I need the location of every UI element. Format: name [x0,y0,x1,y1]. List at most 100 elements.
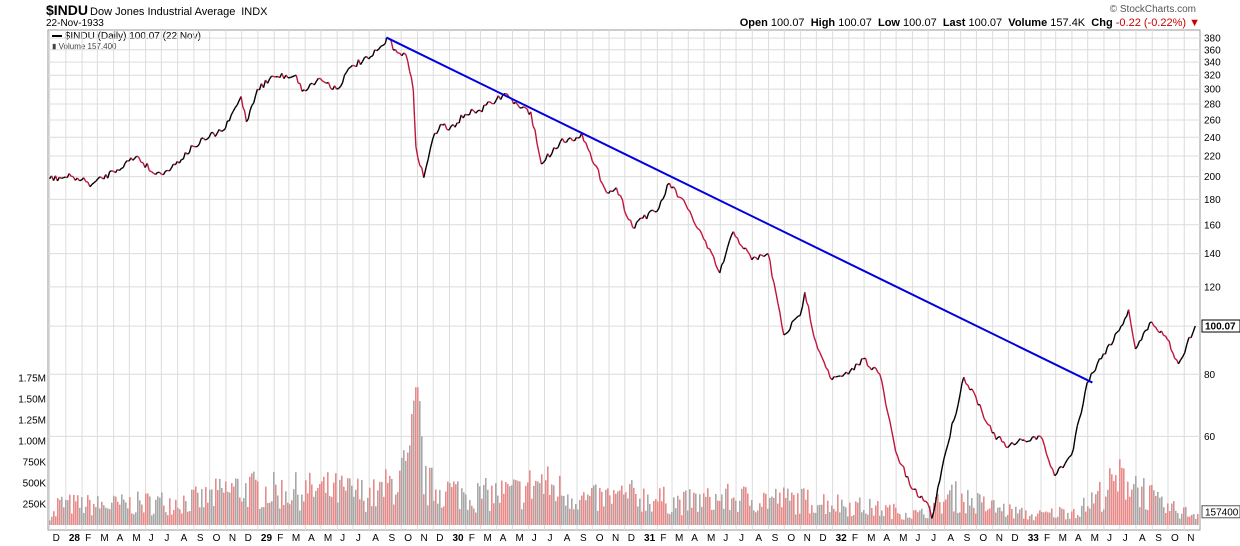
price-line-segment [481,104,485,113]
volume-bar [769,497,771,525]
price-line-segment [285,74,289,79]
volume-bar [833,508,835,525]
price-line-segment [120,166,124,170]
price-line-segment [793,317,797,321]
volume-bar [1129,496,1131,525]
volume-bar [533,485,535,525]
volume-bar [93,503,95,525]
volume-bar [633,487,635,525]
price-line-segment [1186,337,1190,345]
volume-bar [863,509,865,525]
volume-bar [891,518,893,525]
month-tick-label: J [739,533,744,544]
volume-bar [343,486,345,525]
price-line-segment [253,95,257,104]
price-line-segment [1164,335,1169,340]
volume-bar [219,478,221,525]
volume-bar [1077,515,1079,525]
price-line-segment [1015,440,1019,445]
month-tick-label: F [1044,533,1050,544]
price-line-segment [987,424,991,427]
price-line-segment [93,180,97,184]
exchange-label: INDX [241,6,268,18]
volume-bar [85,506,87,525]
volume-tick-label: 750K [23,458,47,469]
volume-bar [365,511,367,525]
price-line-segment [407,61,411,72]
volume-bar [549,494,551,525]
price-line-segment [1109,343,1112,346]
price-line-segment [894,450,899,457]
volume-bar [333,482,335,525]
price-line-segment [941,458,945,470]
price-line-segment [576,136,579,139]
price-line-segment [204,138,208,141]
month-tick-label: J [149,533,154,544]
volume-bar [341,475,343,525]
volume-bar [835,511,837,525]
price-line-segment [91,182,95,185]
price-line-segment [440,123,443,126]
volume-bar [579,499,581,525]
price-line-segment [658,200,662,209]
volume-bar [297,494,299,525]
month-tick-label: D [53,533,60,544]
price-line-segment [708,248,713,254]
price-line-segment [138,156,142,163]
volume-bar [263,507,265,525]
volume-bar [605,489,607,525]
volume-bar [797,493,799,525]
volume-bar [207,502,209,525]
price-line-segment [146,163,150,171]
month-tick-label: F [469,533,475,544]
volume-bar [539,483,541,525]
open-value: 100.07 [770,17,805,29]
volume-bar [1111,474,1113,525]
volume-bar [65,499,67,525]
price-line-segment [408,71,413,79]
price-line-segment [704,240,709,249]
volume-bar [911,518,913,525]
volume-bar [721,494,723,525]
price-line-segment [892,440,897,452]
down-arrow-icon: ▼ [1189,17,1200,29]
month-tick-label: A [691,533,698,544]
price-line-segment [719,264,723,274]
volume-bar [609,495,611,525]
last-volume-label: 157400 [1205,507,1239,518]
month-tick-label: N [804,533,811,544]
volume-bar [1089,508,1091,525]
volume-bar [519,481,521,525]
volume-bar [1085,511,1087,525]
volume-bar [955,481,957,525]
month-tick-label: M [867,533,875,544]
price-line-segment [761,254,765,258]
price-line-segment [597,169,602,181]
price-line-segment [173,163,176,166]
volume-bar [789,500,791,525]
volume-bar [551,484,553,525]
volume-bar [493,503,495,525]
volume-bar [1127,481,1129,525]
volume-bar [1087,506,1089,525]
volume-bar [821,504,823,525]
last-price-box [1201,319,1240,333]
price-line-segment [243,110,248,122]
price-line-segment [691,215,695,222]
volume-bar [407,452,409,525]
volume-bar [577,509,579,525]
price-line-segment [732,231,737,237]
volume-bar [103,505,105,525]
volume-bar [281,479,283,525]
volume-bar [1001,511,1003,525]
volume-bar [937,494,939,525]
volume-bar [1133,484,1135,525]
volume-bar [109,509,111,525]
price-line-segment [324,81,327,84]
volume-bar [213,506,215,525]
brand-watermark[interactable]: © StockCharts.com [1109,4,1196,15]
volume-bar [637,506,639,525]
volume-bar [485,477,487,525]
price-line-segment [538,153,543,165]
